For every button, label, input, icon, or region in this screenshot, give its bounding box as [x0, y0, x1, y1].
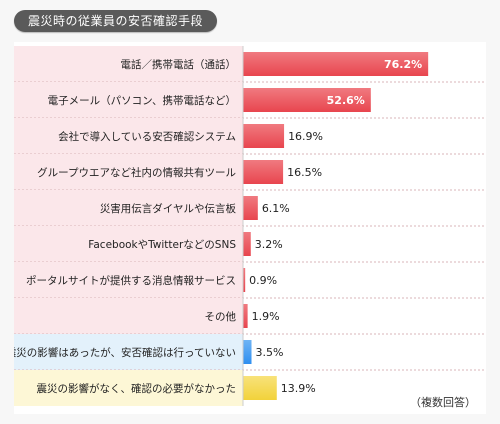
value-label: 3.5% [256, 346, 284, 359]
chart-title: 震災時の従業員の安否確認手段 [14, 10, 218, 32]
category-label: 電子メール（パソコン、携帯電話など） [48, 94, 236, 107]
category-label: 電話／携帯電話（通話） [121, 58, 237, 71]
category-label: 会社で導入している安否確認システム [58, 130, 236, 143]
bar [243, 232, 251, 256]
bar [243, 124, 285, 148]
category-row-band [14, 46, 243, 82]
bar-chart: 電話／携帯電話（通話） 76.2% 電子メール（パソコン、携帯電話など） 52.6% 会… [14, 46, 486, 406]
category-row-band [14, 262, 243, 298]
bar [243, 376, 277, 400]
value-label: 0.9% [249, 274, 277, 287]
value-label: 1.9% [252, 310, 280, 323]
category-row-band [14, 334, 243, 370]
chart-panel: 電話／携帯電話（通話） 76.2% 電子メール（パソコン、携帯電話など） 52.6% 会… [14, 42, 486, 414]
category-label: 震災の影響はあったが、安否確認は行っていない [14, 346, 236, 359]
category-row-band [14, 370, 243, 406]
category-label: 震災の影響がなく、確認の必要がなかった [37, 382, 237, 395]
bar [243, 196, 258, 220]
category-row-band [14, 154, 243, 190]
category-row-band [14, 298, 243, 334]
category-label: ポータルサイトが提供する消息情報サービス [26, 274, 236, 287]
value-label: 6.1% [262, 202, 290, 215]
category-row-band [14, 82, 243, 118]
value-label: 76.2% [384, 58, 422, 71]
value-label: 13.9% [281, 382, 316, 395]
bar [243, 160, 284, 184]
value-label: 3.2% [255, 238, 283, 251]
value-label: 16.9% [288, 130, 323, 143]
bar [243, 304, 248, 328]
value-label: 16.5% [287, 166, 322, 179]
category-label: 災害用伝言ダイヤルや伝言板 [100, 202, 237, 215]
bar [243, 340, 252, 364]
bar [243, 88, 371, 112]
category-label: FacebookやTwitterなどのSNS [88, 239, 236, 251]
category-row-band [14, 118, 243, 154]
category-row-band [14, 226, 243, 262]
category-label: グループウエアなど社内の情報共有ツール [37, 166, 236, 179]
category-label: その他 [205, 310, 237, 323]
bar [243, 268, 246, 292]
category-row-band [14, 190, 243, 226]
bar [243, 52, 429, 76]
value-label: 52.6% [327, 94, 365, 107]
multiple-answers-note: （複数回答） [410, 396, 476, 409]
